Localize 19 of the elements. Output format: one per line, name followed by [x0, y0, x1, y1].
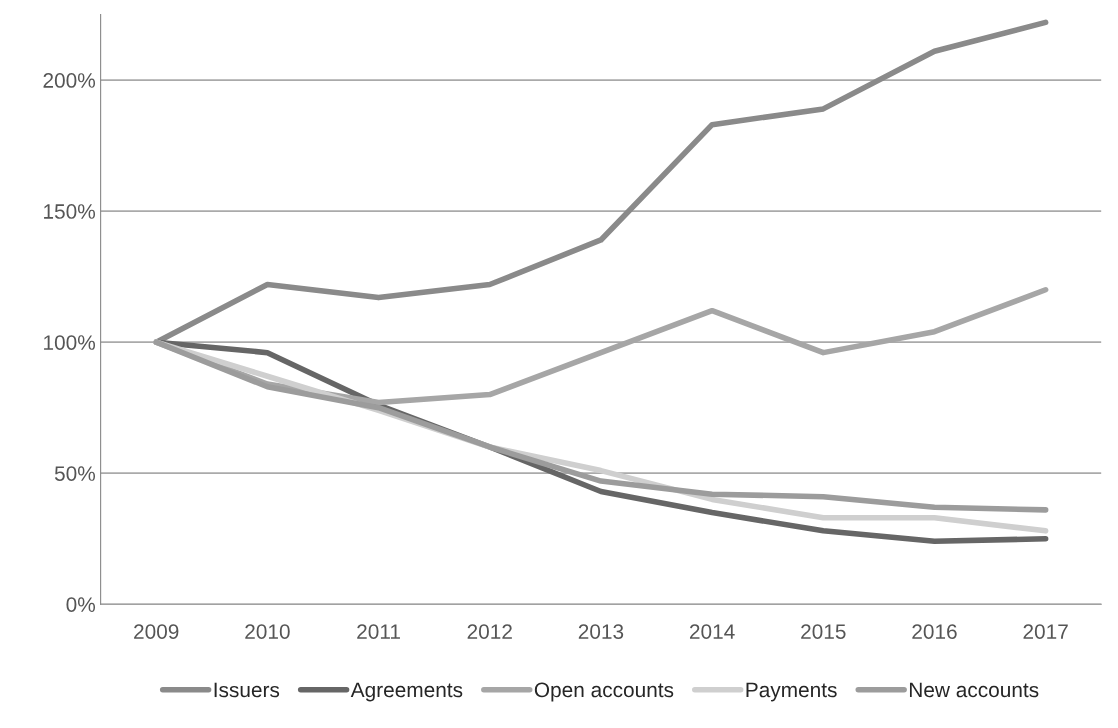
x-tick-label: 2010 [245, 624, 290, 639]
x-tick-label: 2015 [801, 624, 846, 639]
legend-label: New accounts [909, 682, 1039, 698]
legend-label: Agreements [350, 682, 463, 702]
y-tick-label: 200% [43, 73, 96, 88]
y-tick-label: 150% [44, 204, 96, 219]
x-tick-label: 2011 [357, 624, 400, 639]
x-tick-label: 2009 [134, 624, 179, 639]
x-tick-label: 2016 [912, 624, 957, 639]
y-tick-label: 50% [54, 466, 96, 481]
x-tick-label: 2013 [578, 624, 624, 639]
legend-label: Issuers [214, 682, 280, 698]
y-tick-label: 0% [66, 597, 96, 612]
legend-label: Open accounts [534, 682, 674, 702]
x-tick-label: 2017 [1023, 624, 1068, 639]
legend-label: Payments [746, 682, 837, 702]
x-tick-label: 2012 [467, 624, 512, 639]
y-tick-label: 100% [44, 335, 96, 350]
x-tick-label: 2014 [689, 624, 735, 639]
